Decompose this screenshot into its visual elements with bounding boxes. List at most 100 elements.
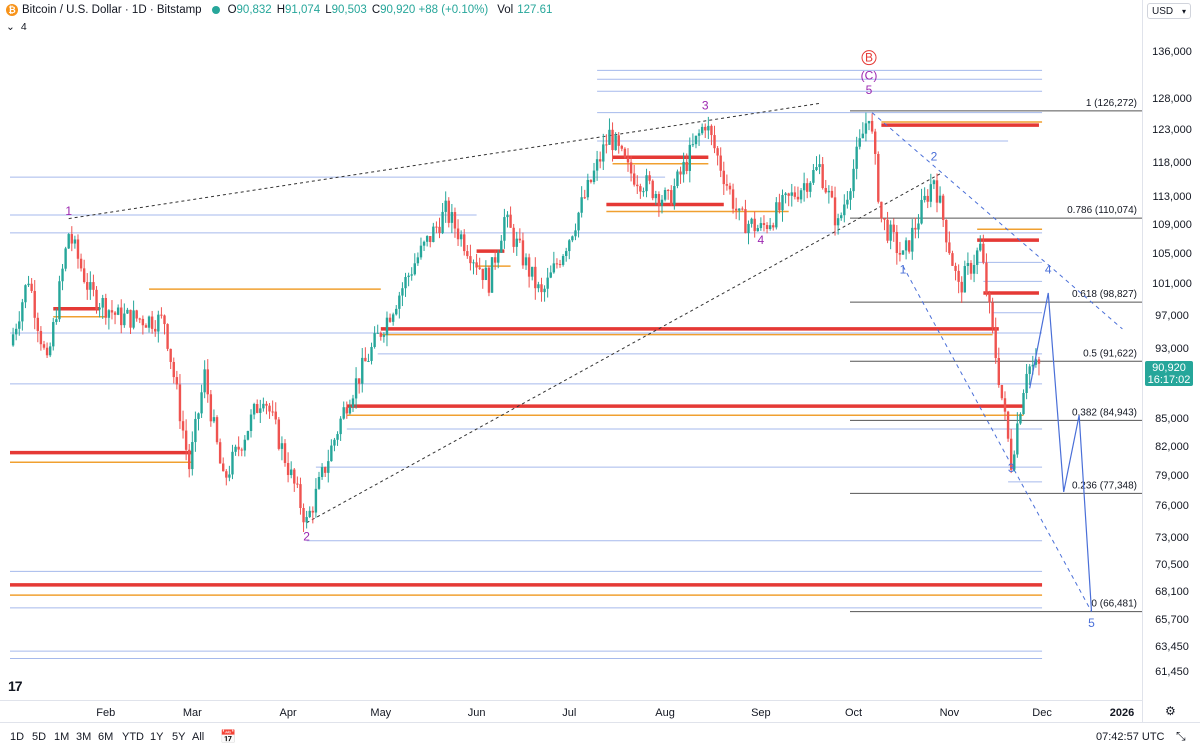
ohlc-value: 90,503: [331, 4, 367, 16]
candle-body: [892, 224, 895, 232]
candle-body: [18, 321, 21, 329]
candle-body: [521, 240, 525, 266]
candle-body: [265, 403, 268, 406]
ohlc-key: O: [227, 4, 237, 16]
channel-line: [871, 112, 1123, 330]
candle-body: [79, 258, 83, 269]
candle-body: [144, 325, 148, 328]
tradingview-logo[interactable]: 17: [8, 678, 23, 694]
candle-body: [710, 125, 713, 136]
candle-body: [141, 318, 145, 326]
candle-body: [95, 289, 98, 310]
candle-body: [1031, 364, 1034, 367]
utc-clock[interactable]: 07:42:57 UTC: [1096, 731, 1165, 743]
candle-body: [747, 223, 750, 234]
candle-body: [357, 378, 361, 384]
range-button[interactable]: 1M: [54, 731, 70, 743]
candle-body: [923, 195, 926, 200]
candle-body: [487, 267, 491, 293]
candle-body: [110, 310, 114, 313]
candle-body: [911, 227, 914, 252]
candle-body: [852, 168, 855, 192]
candle-body: [299, 484, 302, 508]
candle-body: [76, 239, 80, 259]
candle-body: [611, 129, 614, 151]
candle-body: [447, 200, 450, 223]
candle-body: [565, 251, 568, 256]
chart-area[interactable]: 1 (126,272) 0.786 (110,074) 0.618 (98,827)…: [0, 0, 1142, 700]
range-button[interactable]: 6M: [98, 731, 114, 743]
candle-body: [636, 184, 639, 187]
candle-body: [395, 308, 398, 315]
gear-icon[interactable]: ⚙: [1165, 704, 1176, 718]
candle-body: [444, 200, 447, 212]
candle-body: [330, 445, 333, 462]
candle-body: [391, 314, 395, 322]
range-button[interactable]: 5D: [32, 731, 47, 743]
candle-body: [818, 164, 821, 168]
candle-body: [629, 162, 633, 174]
candle-body: [704, 126, 707, 131]
symbol-title[interactable]: Bitcoin / U.S. Dollar · 1D · Bitstamp: [22, 4, 202, 16]
currency-button[interactable]: USD ▾: [1147, 3, 1191, 19]
candle-body: [663, 189, 667, 200]
candle-body: [605, 144, 608, 146]
range-button[interactable]: 5Y: [172, 731, 186, 743]
candle-body: [237, 446, 240, 450]
candle-body: [126, 309, 129, 314]
candle-body: [311, 510, 315, 513]
candle-body: [744, 209, 747, 234]
range-button[interactable]: 1D: [10, 731, 25, 743]
candle-body: [527, 257, 531, 277]
candle-body: [67, 234, 70, 249]
candle-body: [917, 223, 920, 230]
price-tick: 73,000: [1155, 531, 1189, 544]
candle-body: [772, 225, 775, 228]
candle-body: [617, 135, 620, 146]
time-tick: 2026: [1109, 707, 1135, 719]
candle-body: [948, 242, 951, 254]
fib-label: 0.236 (77,348): [1072, 480, 1137, 491]
candle-body: [401, 288, 404, 296]
ohlc-value: 90,832: [236, 4, 272, 16]
resize-icon[interactable]: ⤡: [1176, 729, 1186, 743]
candle-body: [116, 307, 120, 315]
range-button[interactable]: 3M: [76, 731, 92, 743]
candle-body: [997, 358, 1000, 385]
candle-body: [809, 182, 812, 192]
candle-body: [571, 236, 574, 241]
candle-body: [886, 219, 889, 241]
bottom-toolbar: 1D 5D 1M 3M 6M YTD 1Y 5Y All 📅 07:42:57 UTC ⤡: [0, 722, 1200, 753]
candle-body: [781, 195, 784, 211]
range-button[interactable]: All: [192, 731, 205, 743]
bitcoin-icon: ₿: [6, 4, 18, 16]
candle-body: [150, 316, 154, 329]
indicators-toggle[interactable]: ⌄ 4: [6, 21, 27, 33]
ohlc-key: C: [371, 4, 381, 16]
candle-body: [676, 171, 679, 187]
candle-body: [595, 159, 599, 171]
time-axis[interactable]: Feb Mar Apr May Jun Jul Aug Sep Oct Nov Dec 2026: [0, 700, 1142, 723]
candle-body: [874, 131, 877, 154]
candle-body: [870, 120, 874, 132]
candle-body: [160, 314, 163, 316]
trendline-lower: [306, 173, 941, 524]
calendar-icon[interactable]: 📅: [220, 729, 237, 744]
candle-body: [620, 145, 624, 149]
candle-body: [790, 192, 793, 196]
candle-body: [336, 434, 339, 440]
candle-body: [45, 347, 49, 356]
candle-body: [364, 357, 367, 362]
candle-body: [512, 227, 515, 247]
candle-body: [317, 476, 321, 489]
candle-body: [463, 234, 466, 252]
candle-body: [1025, 373, 1028, 394]
candle-body: [203, 369, 206, 393]
candle-body: [957, 270, 960, 282]
range-button[interactable]: 1Y: [150, 731, 164, 743]
range-button[interactable]: YTD: [122, 731, 144, 743]
candle-body: [435, 226, 438, 228]
wave-label: 3: [702, 99, 709, 113]
candle-body: [339, 418, 342, 435]
fib-label: 0.786 (110,074): [1067, 205, 1137, 216]
